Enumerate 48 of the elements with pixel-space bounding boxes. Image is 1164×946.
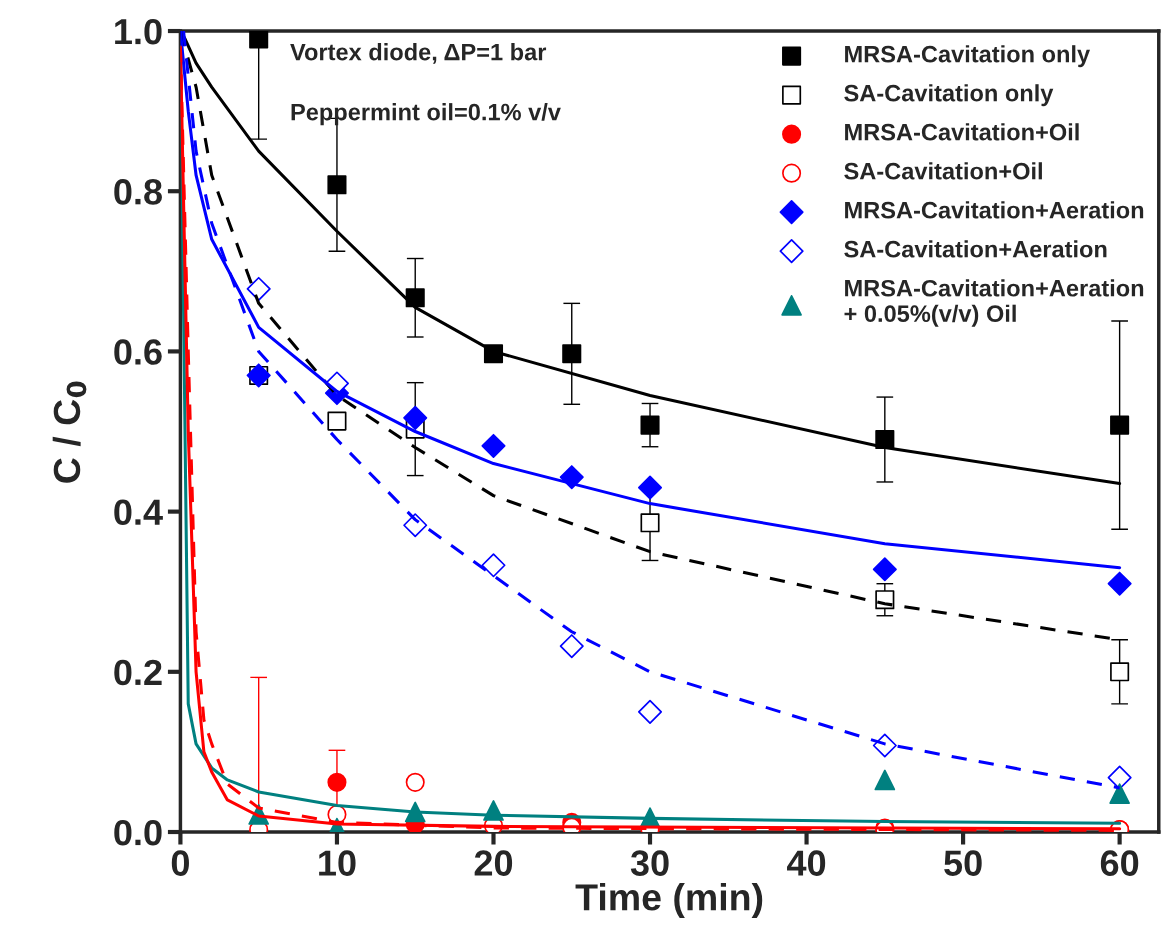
y-tick-label: 1.0 — [115, 18, 162, 45]
legend-label: MRSA-Cavitation+Oil — [845, 123, 1079, 141]
point — [874, 769, 896, 791]
y-tick-label: 0.6 — [114, 339, 162, 365]
y-tick-label: 0.8 — [114, 179, 162, 205]
legend-label: SA-Cavitation+Aeration — [844, 240, 1107, 258]
point — [481, 553, 506, 578]
point — [637, 699, 663, 724]
point — [1110, 415, 1130, 435]
x-tick-label: 40 — [787, 850, 826, 876]
point — [640, 513, 660, 533]
x-tick-label: 0 — [171, 850, 189, 876]
point — [1109, 783, 1130, 804]
point — [640, 415, 660, 435]
point — [249, 31, 269, 49]
x-tick-label: 60 — [1100, 850, 1139, 876]
x-tick-label: 10 — [319, 850, 356, 876]
annotation: Vortex diode, ΔP=1 bar — [290, 43, 547, 64]
legend-label: MRSA-Cavitation+Aeration + 0.05%(v/v) Oil — [844, 279, 1144, 327]
point — [327, 411, 347, 431]
legend-label: MRSA-Cavitation only — [845, 45, 1091, 68]
x-tick-label: 50 — [944, 850, 982, 876]
point — [559, 634, 584, 659]
point — [403, 513, 428, 538]
legend-label: SA-Cavitation+Oil — [844, 162, 1042, 180]
x-tick-label: 20 — [474, 850, 513, 876]
point — [327, 175, 347, 195]
point — [562, 344, 582, 364]
point — [327, 772, 347, 792]
point — [403, 405, 428, 430]
legend-label: MRSA-Cavitation+Aeration — [845, 201, 1144, 219]
point — [872, 557, 897, 582]
point — [246, 276, 271, 301]
point — [405, 288, 425, 308]
point — [1110, 662, 1130, 682]
x-axis-title: Time (min) — [575, 883, 763, 918]
point — [1107, 571, 1132, 596]
annotation: Peppermint oil=0.1% v/v — [291, 103, 561, 126]
point — [405, 772, 425, 792]
point — [1107, 765, 1132, 790]
y-axis-title: C / C$_{0}$ — [52, 381, 87, 483]
x-tick-label: 30 — [630, 850, 669, 876]
legend-label: SA-Cavitation only — [844, 84, 1054, 107]
point — [481, 433, 506, 458]
y-tick-label: 0.0 — [114, 819, 162, 846]
point — [637, 475, 663, 500]
y-tick-label: 0.4 — [114, 499, 163, 526]
y-tick-label: 0.2 — [114, 659, 162, 686]
